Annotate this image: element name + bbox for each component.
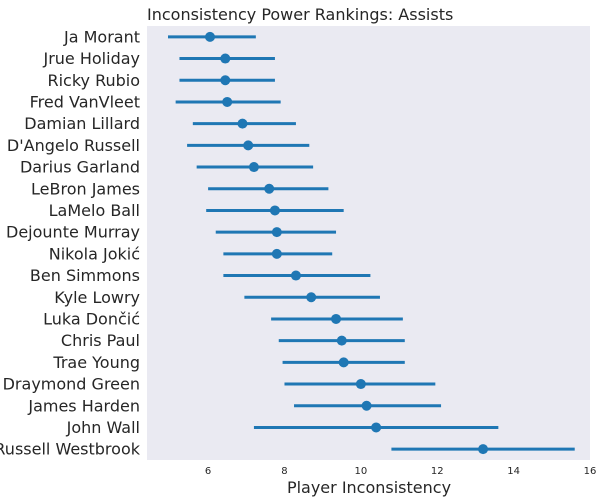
data-point-8	[269, 205, 280, 216]
data-point-14	[336, 335, 347, 346]
plot-background	[147, 26, 590, 460]
data-points	[205, 31, 489, 455]
chart-title: Inconsistency Power Rankings: Assists	[147, 5, 453, 24]
y-tick-label-9: Dejounte Murray	[6, 223, 140, 242]
x-tick-label-1: 8	[281, 466, 287, 477]
y-tick-label-18: John Wall	[66, 418, 140, 437]
y-tick-label-8: LaMelo Ball	[49, 201, 140, 220]
y-tick-label-10: Nikola Jokić	[49, 244, 140, 263]
x-tick-label-4: 14	[507, 466, 520, 477]
data-point-19	[478, 444, 489, 455]
y-tick-label-1: Jrue Holiday	[42, 49, 140, 68]
data-point-5	[243, 140, 254, 151]
x-tick-label-0: 6	[205, 466, 211, 477]
y-tick-label-14: Chris Paul	[61, 331, 140, 350]
x-axis-ticks: 6 8 10 12 14 16	[205, 466, 596, 477]
data-point-0	[205, 31, 216, 42]
data-point-2	[220, 75, 231, 86]
y-tick-label-17: James Harden	[27, 396, 140, 415]
data-point-13	[331, 313, 342, 324]
y-tick-label-19: Russell Westbrook	[0, 440, 141, 459]
y-tick-label-0: Ja Morant	[63, 27, 140, 46]
y-tick-label-12: Kyle Lowry	[54, 288, 140, 307]
y-tick-label-4: Damian Lillard	[24, 114, 140, 133]
y-tick-label-2: Ricky Rubio	[47, 71, 140, 90]
y-tick-label-16: Draymond Green	[3, 375, 140, 394]
data-point-3	[222, 96, 233, 107]
data-point-6	[248, 162, 259, 173]
y-axis-labels: Ja Morant Jrue Holiday Ricky Rubio Fred Van…	[0, 27, 141, 458]
data-point-1	[220, 53, 231, 64]
data-point-16	[355, 379, 366, 390]
y-tick-label-3: Fred VanVleet	[30, 92, 140, 111]
y-tick-label-15: Trae Young	[52, 353, 140, 372]
x-tick-label-5: 16	[584, 466, 597, 477]
y-tick-label-5: D'Angelo Russell	[7, 136, 140, 155]
data-point-7	[264, 183, 275, 194]
data-point-17	[361, 400, 372, 411]
data-point-11	[290, 270, 301, 281]
data-point-4	[237, 118, 248, 129]
data-point-12	[306, 292, 317, 303]
y-tick-label-13: Luka Dončić	[43, 309, 140, 328]
x-axis-label: Player Inconsistency	[287, 478, 451, 497]
y-tick-label-6: Darius Garland	[20, 158, 140, 177]
x-tick-label-2: 10	[354, 466, 367, 477]
data-point-9	[271, 227, 282, 238]
y-tick-label-7: LeBron James	[31, 179, 140, 198]
data-point-15	[338, 357, 349, 368]
x-tick-label-3: 12	[431, 466, 444, 477]
y-tick-label-11: Ben Simmons	[30, 266, 140, 285]
data-point-10	[271, 248, 282, 259]
data-point-18	[371, 422, 382, 433]
